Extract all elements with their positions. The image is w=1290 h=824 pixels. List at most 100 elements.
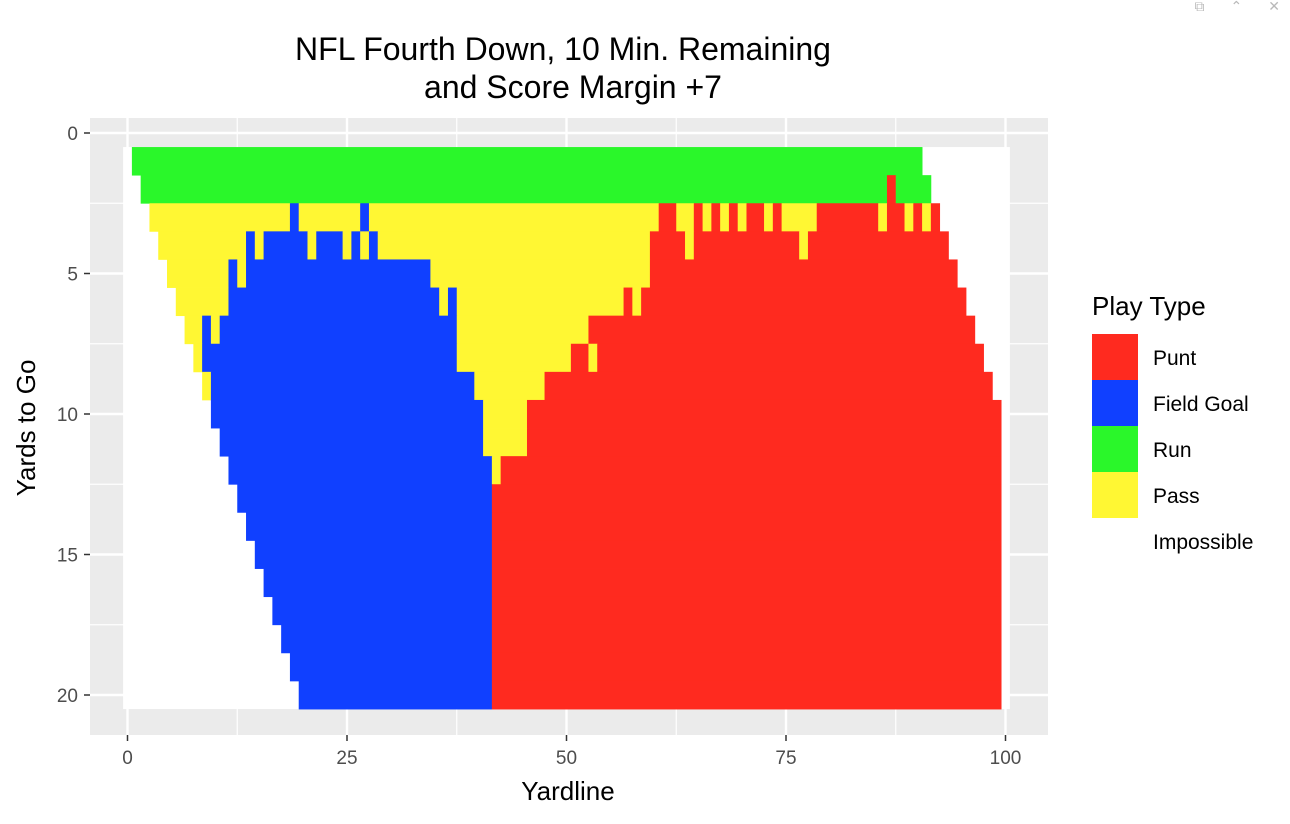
tile-punt [728,203,739,232]
tile-punt [623,287,633,317]
tile-pass [210,315,221,345]
tile-punt [491,680,1002,710]
tile-punt [544,371,993,401]
legend-label-pass: Pass [1153,485,1200,508]
tile-field-goal [210,371,475,401]
tile-punt [711,203,721,232]
tile-field-goal [263,231,308,260]
legend-title: Play Type [1092,291,1206,321]
legend-swatch-field-goal [1092,380,1138,426]
tile-pass [878,203,888,232]
tile-pass [685,231,695,260]
tile-field-goal [202,315,212,345]
tile-punt [693,203,703,232]
tile-field-goal [228,287,440,317]
tile-punt [526,399,1002,429]
tile-field-goal [289,652,493,682]
tile-punt [491,512,1002,541]
tile-pass [799,231,809,260]
tile-pass [922,203,932,232]
tile-punt [491,596,1002,626]
legend-swatch-run [1092,426,1138,472]
tile-pass [491,456,502,485]
tile-pass [298,203,361,232]
tile-pass [167,259,229,288]
tile-pass [439,287,449,317]
tile-punt [772,203,783,232]
tile-field-goal [246,231,256,260]
tile-pass [254,231,264,260]
tile-pass [781,203,818,232]
tile-pass [158,231,247,260]
tile-pass [430,259,651,288]
legend: Play Type Punt Field Goal Run Pass Impossibl… [1092,291,1253,564]
tile-punt [570,343,589,373]
tile-punt [658,203,677,232]
y-tick-label: 10 [57,405,78,426]
tile-pass [702,203,712,232]
tile-pass [456,287,624,317]
legend-label-impossible: Impossible [1153,531,1253,554]
tile-punt [816,203,879,232]
tile-field-goal [351,231,361,260]
tile-punt [886,203,905,232]
tile-punt [588,315,976,345]
tile-pass [904,203,914,232]
tile-field-goal [368,231,379,260]
legend-swatch-punt [1092,334,1138,380]
tile-field-goal [281,624,493,654]
tile-punt [913,203,923,232]
tile-field-goal [228,456,493,485]
tile-pass [456,315,589,345]
y-axis-title: Yards to Go [11,360,41,497]
tile-pass [342,231,352,260]
tile-pass [720,203,730,232]
tile-pass [193,343,203,373]
tile-punt [649,231,686,260]
tile-pass [764,203,774,232]
tile-pass [368,203,660,232]
tile-punt [500,456,1002,485]
tile-run [140,175,888,204]
tile-punt [649,259,958,288]
close-icon[interactable]: ✕ [1268,0,1280,15]
tiles-layer [123,147,1010,710]
popout-icon[interactable]: ⧉ [1194,0,1205,15]
tile-pass [307,231,317,260]
y-tick-label: 5 [67,265,78,286]
collapse-icon[interactable]: ⌃ [1230,0,1243,15]
tile-punt [930,203,941,232]
tile-punt [807,231,949,260]
legend-swatch-impossible [1092,518,1138,564]
y-tick-label: 20 [57,686,78,707]
legend-swatch-pass [1092,472,1138,518]
tile-punt [491,652,1002,682]
tile-field-goal [237,484,493,513]
tile-field-goal [246,512,493,541]
tile-field-goal [202,343,458,373]
tile-punt [886,175,897,204]
legend-label-field-goal: Field Goal [1153,393,1249,416]
tile-pass [175,287,229,317]
tile-pass [377,231,651,260]
tile-pass [202,371,212,401]
tile-punt [491,568,1002,598]
y-tick-label: 15 [57,546,78,567]
tile-field-goal [219,315,458,345]
tile-field-goal [360,203,370,232]
axes-layer: 0 25 50 75 100 0 5 10 15 20 [57,124,1021,769]
tile-field-goal [228,259,238,288]
chart-title-line-2: and Score Margin +7 [424,69,722,105]
tile-punt [641,287,967,317]
tile-pass [676,203,695,232]
x-tick-label: 50 [556,748,577,769]
x-tick-label: 75 [775,748,796,769]
tile-pass [149,203,291,232]
tile-punt [693,231,800,260]
tile-punt [491,484,1002,513]
x-tick-label: 0 [122,748,133,769]
tile-field-goal [263,568,493,598]
tile-field-goal [272,596,493,626]
tile-pass [588,343,598,373]
